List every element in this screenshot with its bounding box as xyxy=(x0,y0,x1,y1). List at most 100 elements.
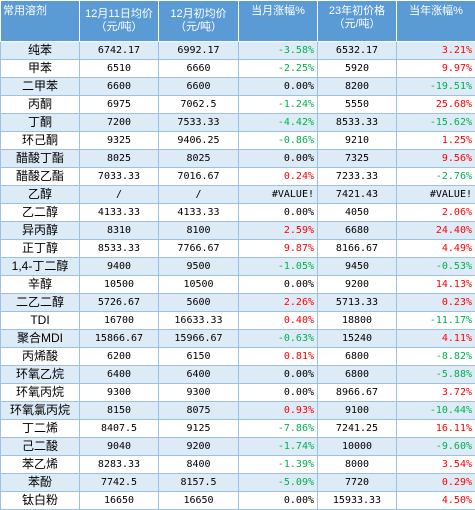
mtd-change-cell: 0.00% xyxy=(239,78,318,96)
header-ytd-change: 当年涨幅% xyxy=(397,1,475,42)
ytd-change-cell: 14.13% xyxy=(397,276,475,294)
ytd-change-cell: 4.49% xyxy=(397,240,475,258)
mtd-change-cell: 0.24% xyxy=(239,168,318,186)
product-name-cell: 丁二烯 xyxy=(1,420,80,438)
dec-start-price-cell: / xyxy=(159,186,239,204)
dec-start-price-cell: 6150 xyxy=(159,348,239,366)
mtd-change-cell: 0.93% xyxy=(239,402,318,420)
start-2023-price-cell: 8000 xyxy=(318,456,397,474)
start-2023-price-cell: 4050 xyxy=(318,204,397,222)
dec11-price-cell: 16700 xyxy=(80,312,159,330)
product-name-cell: 二甲苯 xyxy=(1,78,80,96)
ytd-change-cell: 3.72% xyxy=(397,384,475,402)
dec-start-price-cell: 8100 xyxy=(159,222,239,240)
mtd-change-cell: 0.00% xyxy=(239,204,318,222)
ytd-change-cell: 1.25% xyxy=(397,132,475,150)
start-2023-price-cell: 9200 xyxy=(318,276,397,294)
dec-start-price-cell: 9200 xyxy=(159,438,239,456)
product-name-cell: 异丙醇 xyxy=(1,222,80,240)
dec11-price-cell: 7742.5 xyxy=(80,474,159,492)
ytd-change-cell: #VALUE! xyxy=(397,186,475,204)
mtd-change-cell: -1.24% xyxy=(239,96,318,114)
dec-start-price-cell: 10500 xyxy=(159,276,239,294)
start-2023-price-cell: 7421.43 xyxy=(318,186,397,204)
dec-start-price-cell: 15966.67 xyxy=(159,330,239,348)
start-2023-price-cell: 10000 xyxy=(318,438,397,456)
ytd-change-cell: 9.97% xyxy=(397,60,475,78)
dec11-price-cell: / xyxy=(80,186,159,204)
ytd-change-cell: 0.29% xyxy=(397,474,475,492)
ytd-change-cell: -10.44% xyxy=(397,402,475,420)
ytd-change-cell: 3.21% xyxy=(397,42,475,60)
dec11-price-cell: 10500 xyxy=(80,276,159,294)
ytd-change-cell: -19.51% xyxy=(397,78,475,96)
dec-start-price-cell: 4133.33 xyxy=(159,204,239,222)
product-name-cell: 乙二醇 xyxy=(1,204,80,222)
start-2023-price-cell: 7233.33 xyxy=(318,168,397,186)
product-name-cell: 己二酸 xyxy=(1,438,80,456)
mtd-change-cell: 0.40% xyxy=(239,312,318,330)
product-name-cell: 辛醇 xyxy=(1,276,80,294)
mtd-change-cell: -2.25% xyxy=(239,60,318,78)
product-name-cell: 醋酸丁酯 xyxy=(1,150,80,168)
dec-start-price-cell: 6400 xyxy=(159,366,239,384)
product-name-cell: 环氧氯丙烷 xyxy=(1,402,80,420)
product-name-cell: 醋酸乙酯 xyxy=(1,168,80,186)
start-2023-price-cell: 6680 xyxy=(318,222,397,240)
dec-start-price-cell: 9125 xyxy=(159,420,239,438)
dec-start-price-cell: 9500 xyxy=(159,258,239,276)
mtd-change-cell: 0.00% xyxy=(239,366,318,384)
product-name-cell: 环氧乙烷 xyxy=(1,366,80,384)
dec11-price-cell: 6975 xyxy=(80,96,159,114)
ytd-change-cell: 16.11% xyxy=(397,420,475,438)
product-name-cell: 环氧丙烷 xyxy=(1,384,80,402)
ytd-change-cell: 3.54% xyxy=(397,456,475,474)
table-row: 乙醇//#VALUE!7421.43#VALUE! xyxy=(1,186,475,204)
start-2023-price-cell: 8966.67 xyxy=(318,384,397,402)
header-mtd-change: 当月涨幅% xyxy=(239,1,318,42)
product-name-cell: 乙醇 xyxy=(1,186,80,204)
mtd-change-cell: 9.87% xyxy=(239,240,318,258)
dec-start-price-cell: 7062.5 xyxy=(159,96,239,114)
dec-start-price-cell: 7016.67 xyxy=(159,168,239,186)
ytd-change-cell: -15.62% xyxy=(397,114,475,132)
start-2023-price-cell: 6532.17 xyxy=(318,42,397,60)
dec11-price-cell: 7200 xyxy=(80,114,159,132)
ytd-change-cell: -9.60% xyxy=(397,438,475,456)
ytd-change-cell: 24.40% xyxy=(397,222,475,240)
mtd-change-cell: -0.63% xyxy=(239,330,318,348)
product-name-cell: 纯苯 xyxy=(1,42,80,60)
ytd-change-cell: -0.53% xyxy=(397,258,475,276)
product-name-cell: 丁酮 xyxy=(1,114,80,132)
dec11-price-cell: 9325 xyxy=(80,132,159,150)
dec-start-price-cell: 8157.5 xyxy=(159,474,239,492)
start-2023-price-cell: 5920 xyxy=(318,60,397,78)
dec11-price-cell: 9040 xyxy=(80,438,159,456)
dec11-price-cell: 6400 xyxy=(80,366,159,384)
dec-start-price-cell: 9300 xyxy=(159,384,239,402)
dec11-price-cell: 6200 xyxy=(80,348,159,366)
product-name-cell: 丙烯酸 xyxy=(1,348,80,366)
product-name-cell: 聚合MDI xyxy=(1,330,80,348)
mtd-change-cell: #VALUE! xyxy=(239,186,318,204)
dec-start-price-cell: 5600 xyxy=(159,294,239,312)
dec11-price-cell: 4133.33 xyxy=(80,204,159,222)
product-name-cell: 苯乙烯 xyxy=(1,456,80,474)
dec11-price-cell: 15866.67 xyxy=(80,330,159,348)
